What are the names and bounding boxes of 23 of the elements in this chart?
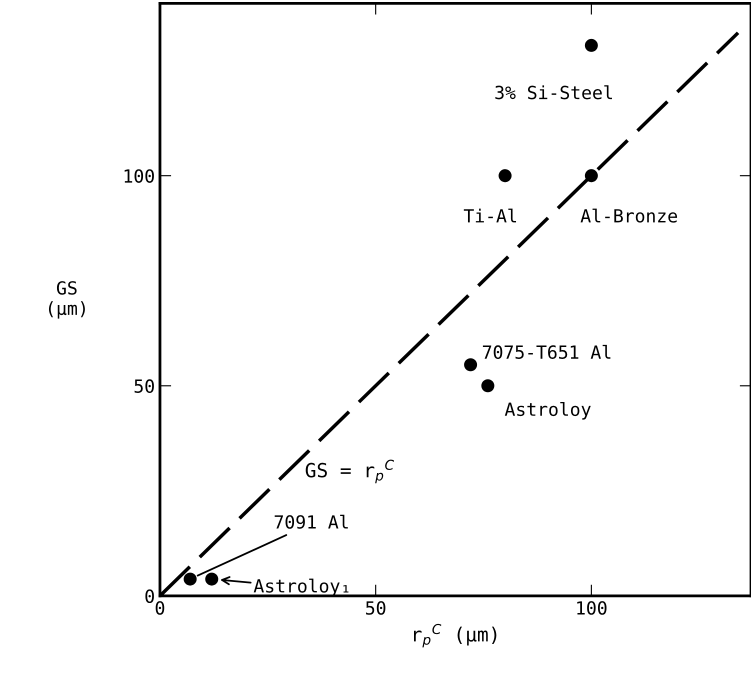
y-axis-title: GS (μm) [48, 281, 85, 319]
annotation: 7075-T651 Al [482, 344, 610, 359]
y-tick-label: 50 [134, 379, 154, 393]
point [184, 572, 197, 586]
annotation: Astroloy₁ [254, 578, 348, 596]
annotation: 7091 Al [274, 514, 348, 529]
x-axis-title: r$_{p}$$^{C}$ (μm) [414, 624, 496, 648]
point [464, 358, 478, 372]
point [205, 572, 218, 586]
annotation: Astroloy [504, 402, 591, 420]
point [584, 38, 598, 52]
y-tick-label: 100 [124, 169, 154, 183]
x-tick-label: 50 [366, 601, 386, 615]
annotation: Al-Bronze [580, 208, 678, 223]
x-tick-label: 0 [156, 601, 164, 615]
point [584, 169, 598, 182]
point [481, 379, 494, 392]
annotation: Ti-Al [464, 208, 516, 222]
annotation: 3% Si-Steel [495, 85, 612, 100]
point [498, 169, 512, 182]
x-tick-label: 100 [577, 601, 607, 615]
annotation: GS = r$_{p}$$^{C}$ [306, 460, 394, 484]
y-tick-label: 0 [145, 589, 154, 604]
